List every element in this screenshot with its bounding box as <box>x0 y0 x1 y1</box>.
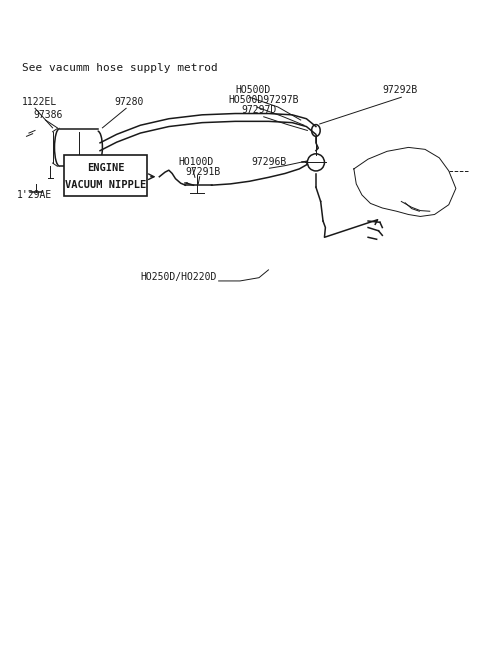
Text: 1122EL: 1122EL <box>22 97 57 107</box>
Text: 97280: 97280 <box>114 97 144 107</box>
Text: HO500D97297B: HO500D97297B <box>228 95 299 105</box>
Text: ENGINE: ENGINE <box>87 164 125 173</box>
Text: HO500D: HO500D <box>235 85 271 95</box>
Text: 97297D: 97297D <box>241 105 276 115</box>
Text: 1'29AE: 1'29AE <box>17 189 52 200</box>
Text: See vacumm hose supply metrod: See vacumm hose supply metrod <box>22 63 217 73</box>
Text: 97292B: 97292B <box>383 85 418 95</box>
Text: 97296B: 97296B <box>252 157 287 167</box>
Text: HO100D: HO100D <box>179 157 214 167</box>
Text: VACUUM NIPPLE: VACUUM NIPPLE <box>65 180 146 190</box>
Bar <box>64 155 147 196</box>
Text: 97386: 97386 <box>34 110 63 120</box>
Text: 97291B: 97291B <box>185 167 221 177</box>
Text: HO250D/HO220D: HO250D/HO220D <box>140 271 217 282</box>
